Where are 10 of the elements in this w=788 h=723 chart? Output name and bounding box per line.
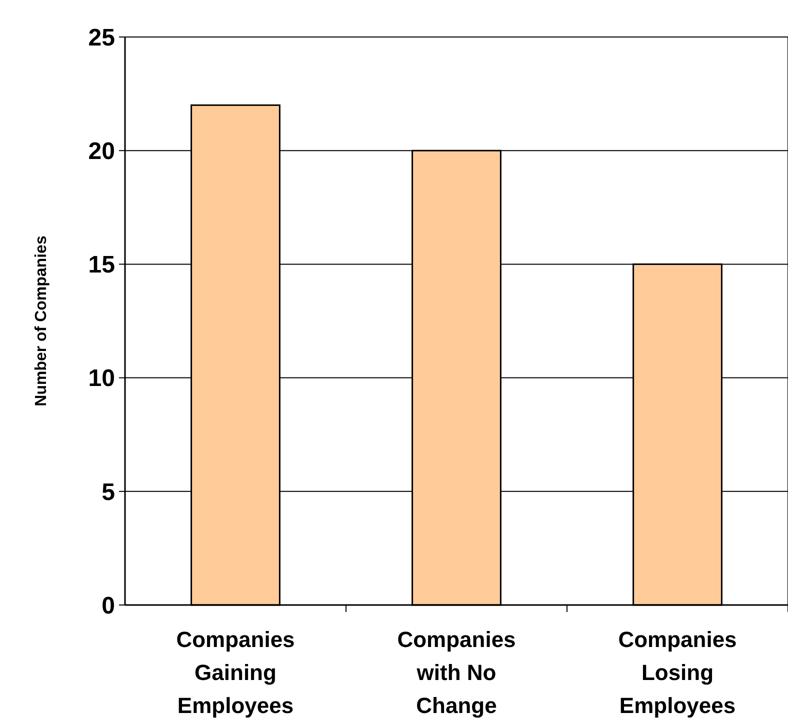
x-tick-label: Companies Gaining Employees bbox=[176, 627, 295, 718]
y-tick-label: 20 bbox=[88, 138, 115, 165]
y-tick-label: 15 bbox=[88, 252, 115, 279]
y-tick-label: 5 bbox=[102, 478, 115, 506]
x-tick-label: Companies Losing Employees bbox=[618, 627, 737, 718]
y-tick-label: 10 bbox=[88, 365, 115, 392]
y-tick-label: 0 bbox=[102, 592, 115, 620]
y-tick-label: 25 bbox=[88, 24, 115, 52]
y-axis-title: Number of Companies bbox=[33, 236, 50, 406]
x-tick-label: Companies with No Change bbox=[397, 627, 516, 718]
